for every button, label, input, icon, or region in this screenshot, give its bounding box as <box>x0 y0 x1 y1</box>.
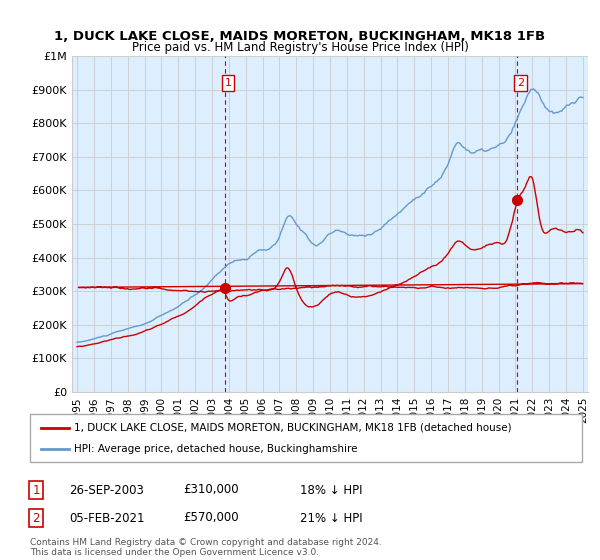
Text: 2: 2 <box>517 78 524 88</box>
Text: 21% ↓ HPI: 21% ↓ HPI <box>300 511 362 525</box>
Text: Contains HM Land Registry data © Crown copyright and database right 2024.
This d: Contains HM Land Registry data © Crown c… <box>30 538 382 557</box>
FancyBboxPatch shape <box>30 414 582 462</box>
Text: Price paid vs. HM Land Registry's House Price Index (HPI): Price paid vs. HM Land Registry's House … <box>131 41 469 54</box>
Text: £310,000: £310,000 <box>183 483 239 497</box>
Text: 1, DUCK LAKE CLOSE, MAIDS MORETON, BUCKINGHAM, MK18 1FB: 1, DUCK LAKE CLOSE, MAIDS MORETON, BUCKI… <box>55 30 545 43</box>
Text: 1, DUCK LAKE CLOSE, MAIDS MORETON, BUCKINGHAM, MK18 1FB (detached house): 1, DUCK LAKE CLOSE, MAIDS MORETON, BUCKI… <box>74 423 512 433</box>
Text: 1: 1 <box>224 78 232 88</box>
Text: 18% ↓ HPI: 18% ↓ HPI <box>300 483 362 497</box>
Text: 26-SEP-2003: 26-SEP-2003 <box>69 483 144 497</box>
Text: 05-FEB-2021: 05-FEB-2021 <box>69 511 145 525</box>
Text: £570,000: £570,000 <box>183 511 239 525</box>
Text: HPI: Average price, detached house, Buckinghamshire: HPI: Average price, detached house, Buck… <box>74 444 358 454</box>
Text: 1: 1 <box>32 483 40 497</box>
Text: 2: 2 <box>32 511 40 525</box>
